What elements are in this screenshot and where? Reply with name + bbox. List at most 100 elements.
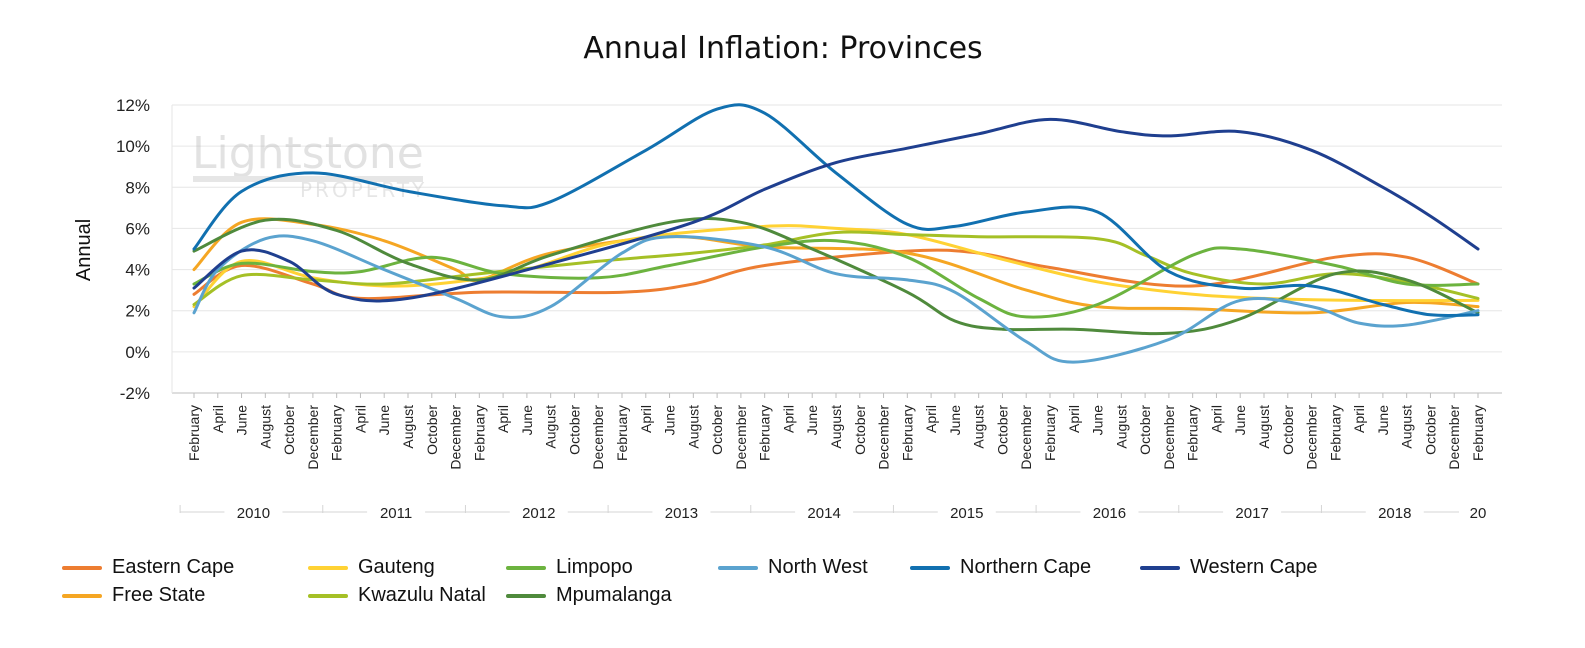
year-label-bg: [937, 502, 996, 522]
x-tick-label: June: [1375, 405, 1391, 436]
x-tick-label: December: [1446, 405, 1462, 470]
legend-label: Eastern Cape: [112, 556, 235, 578]
x-tick-label: October: [994, 405, 1010, 455]
year-axis: 2010 2011 2012 2013 2014 2015 2016 2017 2018 20: [179, 502, 1497, 522]
y-tick-label: 4%: [125, 261, 150, 280]
legend-item-free-state: Free State: [62, 584, 205, 607]
year-label: 2017: [1235, 505, 1268, 522]
legend-item-gauteng: Gauteng: [308, 556, 435, 579]
year-label-bg: [1080, 502, 1139, 522]
year-label-bg: [1365, 502, 1424, 522]
y-tick-label: 0%: [125, 343, 150, 362]
x-tick-label: February: [1042, 405, 1058, 461]
legend-swatch: [718, 565, 758, 570]
x-tick-label: August: [257, 405, 273, 449]
year-label-bg: [652, 502, 711, 522]
x-tick-label: June: [234, 405, 250, 436]
legend-swatch: [506, 565, 546, 570]
x-tick-label: October: [1422, 405, 1438, 455]
year-label-bg: [509, 502, 568, 522]
x-tick-label: December: [590, 405, 606, 470]
legend-label: Northern Cape: [960, 556, 1092, 578]
x-tick-label: February: [757, 405, 773, 461]
x-tick-label: April: [780, 405, 796, 433]
watermark-text: Lightstone: [192, 128, 424, 179]
chart-title: Annual Inflation: Provinces: [583, 31, 982, 66]
legend-swatch: [1140, 565, 1180, 570]
x-tick-label: April: [495, 405, 511, 433]
x-tick-label: August: [828, 405, 844, 449]
x-tick-label: February: [899, 405, 915, 461]
year-label: 2018: [1378, 505, 1411, 522]
legend-label: Kwazulu Natal: [358, 584, 486, 606]
legend-item-limpopo: Limpopo: [506, 556, 633, 579]
x-tick-label: April: [638, 405, 654, 433]
y-tick-label: 10%: [116, 137, 150, 156]
x-tick-label: April: [352, 405, 368, 433]
legend-label: Western Cape: [1190, 556, 1318, 578]
legend-item-northern-cape: Northern Cape: [910, 556, 1091, 579]
x-tick-label: June: [1232, 405, 1248, 436]
x-tick-label: October: [852, 405, 868, 455]
y-tick-label: 12%: [116, 96, 150, 115]
legend-label: North West: [768, 556, 868, 578]
x-axis: February April June August October December Fe…: [186, 393, 1486, 470]
y-tick-label: -2%: [120, 384, 150, 403]
year-label-bg: [1459, 502, 1497, 522]
legend-swatch: [308, 593, 348, 598]
year-label-bg: [795, 502, 854, 522]
year-label: 2015: [950, 505, 983, 522]
y-tick-label: 8%: [125, 178, 150, 197]
x-tick-label: April: [1208, 405, 1224, 433]
x-tick-label: October: [566, 405, 582, 455]
x-tick-label: February: [1185, 405, 1201, 461]
x-tick-label: June: [662, 405, 678, 436]
y-tick-label: 6%: [125, 219, 150, 238]
x-tick-label: April: [1351, 405, 1367, 433]
series-line-western-cape: [192, 117, 1480, 303]
year-label: 2010: [237, 505, 270, 522]
year-label: 2013: [665, 505, 698, 522]
legend-label: Free State: [112, 584, 206, 606]
legend-item-mpumalanga: Mpumalanga: [506, 584, 672, 607]
legend-swatch: [308, 565, 348, 570]
legend-swatch: [506, 593, 546, 598]
x-tick-label: August: [400, 405, 416, 449]
legend-label: Mpumalanga: [556, 584, 672, 606]
legend-item-kwazulu-natal: Kwazulu Natal: [308, 584, 486, 607]
legend-label: Limpopo: [556, 556, 633, 578]
legend-swatch: [910, 565, 950, 570]
x-tick-label: December: [876, 405, 892, 470]
series-line-mpumalanga: [192, 217, 1480, 336]
legend-swatch: [62, 565, 102, 570]
year-label: 2011: [380, 505, 412, 522]
x-tick-label: August: [1113, 405, 1129, 449]
x-tick-label: June: [947, 405, 963, 436]
year-label: 20: [1470, 505, 1487, 522]
x-tick-label: October: [1137, 405, 1153, 455]
year-label: 2014: [807, 505, 840, 522]
x-tick-label: August: [1399, 405, 1415, 449]
legend-label: Gauteng: [358, 556, 435, 578]
watermark-bar: [193, 176, 423, 182]
x-tick-label: April: [210, 405, 226, 433]
y-tick-label: 2%: [125, 302, 150, 321]
series-lines: [192, 103, 1480, 364]
watermark-logo: Lightstone PROPERTY: [192, 128, 424, 202]
x-tick-label: April: [1066, 405, 1082, 433]
x-tick-label: December: [733, 405, 749, 470]
x-tick-label: June: [376, 405, 392, 436]
x-tick-label: February: [1327, 405, 1343, 461]
x-tick-label: February: [614, 405, 630, 461]
x-tick-label: October: [281, 405, 297, 455]
x-tick-label: February: [186, 405, 202, 461]
series-line-limpopo: [192, 238, 1480, 319]
legend-swatch: [62, 593, 102, 598]
x-tick-label: October: [709, 405, 725, 455]
x-tick-label: August: [1256, 405, 1272, 449]
y-axis: 12% 10% 8% 6% 4% 2% 0% -2%: [116, 96, 150, 403]
year-label-bg: [1223, 502, 1282, 522]
x-tick-label: October: [424, 405, 440, 455]
x-tick-label: February: [1470, 405, 1486, 461]
